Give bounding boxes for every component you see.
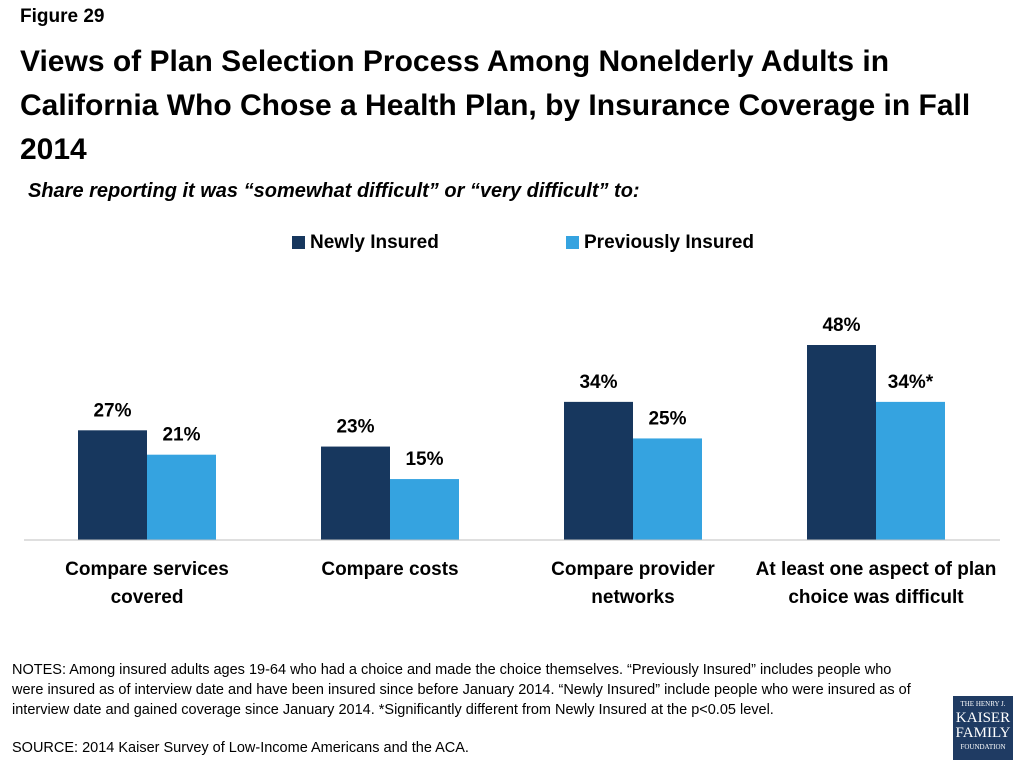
logo-text: FOUNDATION — [960, 743, 1006, 751]
bar — [147, 454, 216, 540]
value-label: 34% — [579, 372, 617, 393]
legend-label: Previously Insured — [584, 232, 754, 253]
value-label: 15% — [405, 449, 443, 470]
x-tick-label: Compare services covered — [65, 559, 229, 608]
logo-text: FAMILY — [955, 725, 1011, 741]
logo-text: THE HENRY J. — [960, 700, 1006, 708]
value-label: 23% — [336, 417, 374, 438]
value-label: 21% — [162, 425, 200, 446]
logo-text: KAISER — [955, 710, 1011, 726]
value-label: 27% — [93, 400, 131, 421]
legend-swatch — [292, 236, 305, 249]
source: SOURCE: 2014 Kaiser Survey of Low-Income… — [12, 740, 469, 756]
bar — [321, 446, 390, 540]
bar — [564, 401, 633, 540]
value-label: 48% — [822, 315, 860, 336]
figure-label: Figure 29 — [20, 6, 105, 27]
bar — [807, 345, 876, 540]
chart-title: Views of Plan Selection Process Among No… — [20, 45, 971, 166]
x-tick-label: Compare provider networks — [551, 559, 715, 608]
chart-subtitle: Share reporting it was “somewhat difficu… — [28, 180, 640, 202]
bar — [876, 401, 945, 540]
bar — [390, 479, 459, 540]
legend-label: Newly Insured — [310, 232, 439, 253]
value-label: 25% — [648, 408, 686, 429]
notes: NOTES: Among insured adults ages 19-64 w… — [12, 662, 911, 718]
legend-swatch — [566, 236, 579, 249]
bar — [78, 430, 147, 540]
x-tick-label: Compare costs — [321, 559, 459, 580]
logo: THE HENRY J. KAISER FAMILY FOUNDATION — [953, 696, 1013, 760]
bar — [633, 438, 702, 540]
x-tick-label: At least one aspect of plan choice was d… — [755, 559, 997, 608]
value-label: 34%* — [888, 372, 934, 393]
